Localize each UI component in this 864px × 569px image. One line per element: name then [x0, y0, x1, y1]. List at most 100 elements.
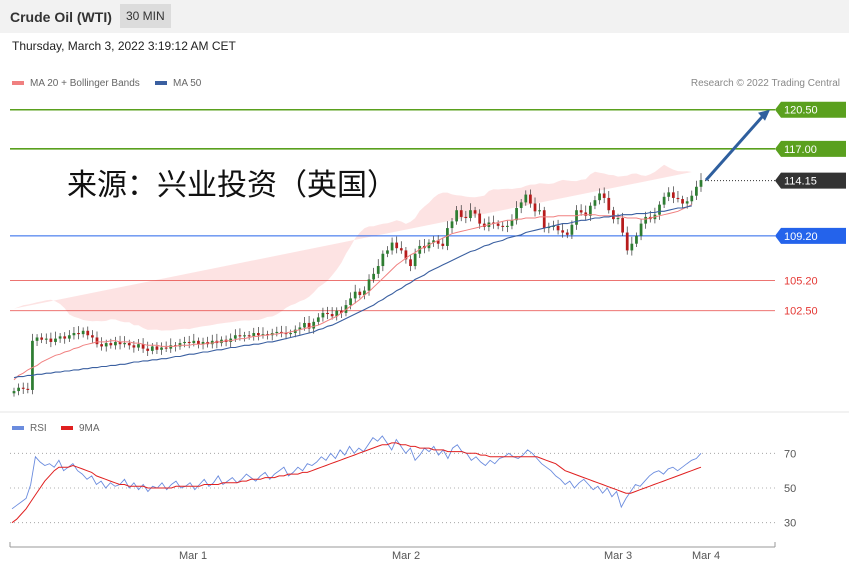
candle-body	[625, 232, 629, 251]
ma20-swatch	[12, 81, 24, 86]
legend-ma20-label: MA 20 + Bollinger Bands	[30, 78, 140, 89]
candle-body	[441, 243, 445, 246]
candle-body	[473, 210, 477, 214]
legend-ma20: MA 20 + Bollinger Bands	[12, 78, 140, 89]
ma50-line	[13, 205, 692, 379]
candle-body	[95, 337, 99, 345]
candle-body	[575, 210, 578, 225]
candle-body	[510, 220, 514, 226]
candle-body	[100, 344, 103, 347]
candle-body	[275, 331, 279, 334]
candle-body	[150, 346, 154, 351]
candle-body	[635, 235, 638, 244]
candle-body	[256, 333, 260, 336]
candle-body	[492, 222, 495, 224]
candle-body	[459, 210, 463, 217]
candle-body	[519, 202, 523, 208]
x-tick-label: Mar 2	[392, 550, 420, 562]
interval-button[interactable]: 30 MIN	[120, 4, 171, 28]
chart-header: Crude Oil (WTI) 30 MIN	[0, 0, 849, 33]
candle-body	[118, 341, 122, 345]
candle-body	[455, 210, 459, 222]
candle-body	[289, 333, 293, 335]
candle-body	[630, 243, 634, 251]
rsi-tick-label: 50	[784, 483, 796, 495]
level-label: 120.50	[784, 105, 818, 117]
legend-rsi: RSI	[12, 423, 47, 434]
candle-body	[247, 335, 251, 337]
level-tag	[775, 227, 846, 244]
candle-body	[21, 387, 25, 389]
candle-body	[469, 210, 472, 219]
candle-body	[363, 290, 366, 296]
candle-body	[496, 223, 500, 226]
candle-body	[123, 343, 127, 345]
candle-body	[114, 341, 117, 346]
candle-body	[570, 224, 574, 235]
candle-body	[155, 346, 159, 350]
level-label: 114.15	[784, 176, 817, 188]
candle-body	[31, 340, 34, 390]
candle-body	[312, 321, 316, 329]
candle-body	[432, 240, 435, 243]
candle-body	[501, 225, 505, 227]
candle-body	[413, 253, 417, 267]
x-tick-label: Mar 4	[692, 550, 720, 562]
rsi-tick-label: 30	[784, 518, 796, 530]
copyright: Research © 2022 Trading Central	[690, 78, 840, 89]
candle-body	[612, 210, 615, 220]
candle-body	[174, 345, 177, 347]
candle-body	[386, 250, 389, 254]
candle-body	[229, 338, 233, 342]
candle-body	[67, 335, 71, 339]
candle-body	[644, 216, 648, 224]
candle-body	[169, 345, 173, 349]
candle-body	[690, 195, 694, 202]
candle-body	[187, 341, 191, 344]
bollinger-band	[14, 164, 692, 331]
candle-body	[524, 194, 528, 203]
candle-body	[44, 338, 48, 340]
candle-body	[137, 344, 140, 348]
rsi-tick-label: 70	[784, 448, 796, 460]
candle-body	[210, 340, 214, 345]
candle-body	[298, 327, 302, 330]
candle-body	[588, 205, 592, 216]
candle-body	[464, 216, 468, 219]
candle-body	[54, 338, 57, 342]
candle-body	[529, 194, 532, 204]
candle-body	[478, 213, 482, 224]
candle-body	[446, 228, 449, 246]
candle-body	[326, 312, 329, 315]
candle-body	[293, 329, 297, 334]
timestamp: Thursday, March 3, 2022 3:19:12 AM CET	[12, 39, 236, 53]
candle-body	[316, 317, 320, 322]
watermark: 来源：兴业投资（英国）	[67, 168, 397, 203]
candle-body	[40, 337, 44, 340]
candle-body	[658, 204, 661, 215]
candle-body	[399, 248, 403, 251]
ma20-line	[13, 204, 693, 381]
candle-body	[616, 218, 620, 220]
candle-body	[404, 250, 408, 260]
candle-body	[681, 199, 684, 204]
candle-body	[104, 343, 108, 347]
rsi-swatch	[12, 426, 24, 431]
candle-body	[538, 210, 541, 212]
candle-body	[395, 242, 399, 249]
projection-arrow	[704, 113, 766, 182]
ma9-swatch	[61, 426, 73, 431]
candle-body	[390, 242, 394, 251]
candle-body	[12, 391, 16, 394]
instrument-title: Crude Oil (WTI)	[10, 9, 112, 25]
candle-body	[584, 212, 588, 216]
support-level-label: 102.50	[784, 306, 818, 318]
candle-body	[307, 322, 311, 329]
candle-body	[91, 335, 94, 338]
candle-body	[381, 253, 385, 267]
candle-body	[72, 333, 76, 336]
legend-ma50-label: MA 50	[173, 78, 202, 89]
candle-body	[178, 343, 182, 347]
candle-body	[321, 312, 325, 318]
